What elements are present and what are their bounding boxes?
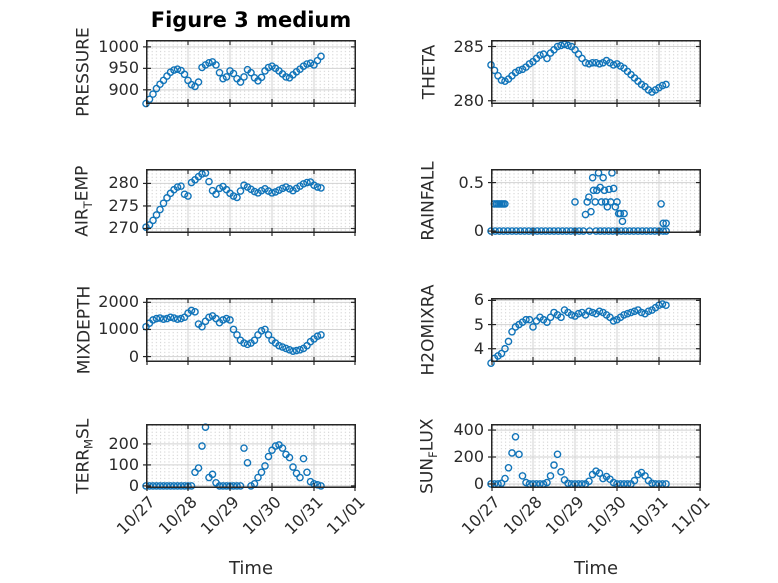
x-axis-label: Time [573, 558, 619, 579]
major-gridlines [492, 41, 700, 103]
y-tick-label: 0 [473, 221, 484, 241]
y-tick-label: 275 [108, 195, 139, 215]
x-tick-label: 10/29 [196, 492, 243, 539]
x-tick-label: 10/28 [499, 492, 546, 539]
y-tick-label: 0 [128, 346, 139, 366]
y-tick-label: 280 [108, 173, 139, 193]
y-axis-label: TERRMSL [72, 418, 96, 494]
plot-area [487, 424, 701, 491]
plot-area [487, 298, 701, 368]
data-points [142, 52, 325, 108]
axis-tick-marks [143, 299, 356, 365]
plot-area [142, 298, 356, 365]
y-axis-label: PRESSURE [74, 27, 95, 117]
y-axis-label: H2OMIXRA [419, 284, 439, 376]
x-tick-label: 10/30 [583, 492, 630, 539]
plot-area [142, 169, 356, 236]
axis-tick-marks [143, 425, 356, 491]
y-axis-label: RAINFALL [419, 161, 439, 241]
x-tick-label: 11/01 [667, 492, 714, 539]
y-tick-label: 0 [473, 473, 484, 493]
y-axis-label: AIRTEMP [72, 165, 96, 237]
plot-area [142, 423, 356, 491]
subplot-h2omixra: H2OMIXRA 4 5 6 [419, 284, 701, 376]
subplot-air-temp: AIRTEMP 270 275 280 [73, 165, 356, 237]
data-points [487, 433, 670, 488]
subplot-terr-msl: TERRMSL 0 100 200 10/27 10/28 10/29 10/30 10/31 1… [73, 419, 369, 580]
y-tick-label: 900 [108, 79, 139, 99]
y-tick-label: 200 [453, 447, 484, 466]
y-tick-label: 200 [108, 433, 139, 453]
y-tick-label: 0.5 [458, 172, 484, 192]
axis-tick-marks [488, 170, 701, 236]
y-axis-label: SUNFLUX [417, 418, 441, 494]
plot-area [487, 40, 701, 107]
data-points [487, 169, 670, 235]
axis-tick-marks [488, 425, 701, 491]
y-tick-label: 950 [108, 58, 139, 78]
y-tick-label: 1000 [98, 36, 139, 56]
x-tick-label: 10/31 [280, 492, 327, 539]
y-tick-label: 5 [473, 314, 484, 334]
data-points [487, 40, 670, 96]
x-tick-label: 10/27 [112, 492, 159, 539]
subplot-mixdepth: MIXDEPTH 0 1000 2000 [74, 286, 356, 374]
y-tick-label: 100 [108, 454, 139, 474]
x-tick-label: 11/01 [322, 492, 369, 539]
plot-area [142, 40, 356, 108]
y-tick-label: 4 [473, 338, 484, 358]
axis-tick-marks [488, 299, 701, 365]
subplot-pressure: PRESSURE 900 950 1000 [74, 27, 356, 117]
y-tick-label: 270 [108, 218, 139, 238]
x-axis-label: Time [228, 558, 274, 579]
y-axis-label: THETA [419, 44, 440, 100]
data-points [487, 300, 670, 368]
y-tick-label: 2000 [98, 292, 139, 312]
x-tick-label: 10/31 [625, 492, 672, 539]
x-tick-label: 10/29 [541, 492, 588, 539]
y-tick-label: 6 [473, 290, 484, 310]
y-tick-label: 0 [128, 475, 139, 495]
y-tick-label: 280 [453, 90, 484, 110]
y-tick-label: 1000 [98, 319, 139, 339]
axis-tick-marks [143, 170, 356, 236]
subplot-theta: THETA 280 285 [419, 37, 701, 110]
axis-tick-marks [143, 41, 356, 107]
x-tick-label: 10/30 [238, 492, 285, 539]
major-gridlines [492, 170, 700, 232]
subplot-rainfall: RAINFALL 0 0.5 [419, 161, 701, 241]
figure-title: Figure 3 medium [150, 8, 352, 32]
y-tick-label: 285 [453, 36, 484, 56]
data-points [142, 306, 325, 355]
y-axis-label: MIXDEPTH [74, 285, 95, 375]
y-tick-label: 400 [453, 420, 484, 440]
plot-area [487, 169, 701, 236]
x-tick-label: 10/28 [154, 492, 201, 539]
axis-tick-marks [488, 41, 701, 107]
subplot-sun-flux: SUNFLUX 0 200 400 10/27 10/28 10/29 10/30 10/31 1… [418, 418, 714, 579]
data-points [142, 423, 325, 490]
data-points [142, 169, 325, 231]
x-tick-label: 10/27 [457, 492, 504, 539]
